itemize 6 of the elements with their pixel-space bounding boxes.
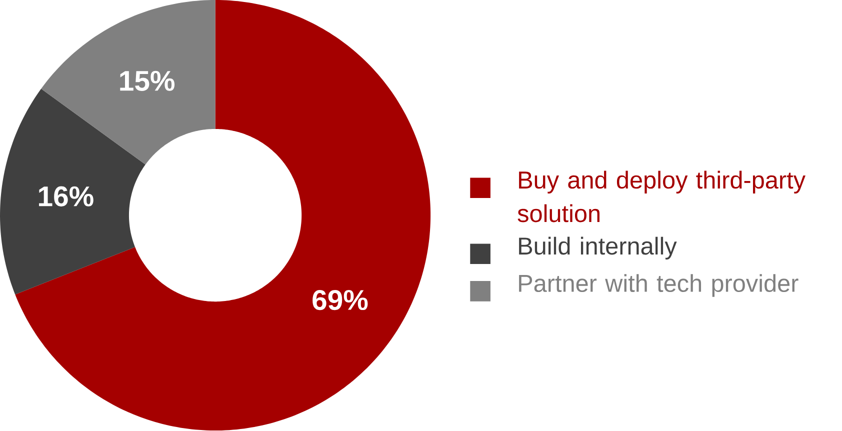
data-label: 15% [120,71,175,92]
data-label: 16% [39,186,94,207]
data-label: 69% [312,290,368,310]
legend-label: Buy and deploy third-party solution [518,171,806,222]
legend-label: Build internally [519,237,677,260]
legend-label: Partner with tech provider [519,274,798,298]
